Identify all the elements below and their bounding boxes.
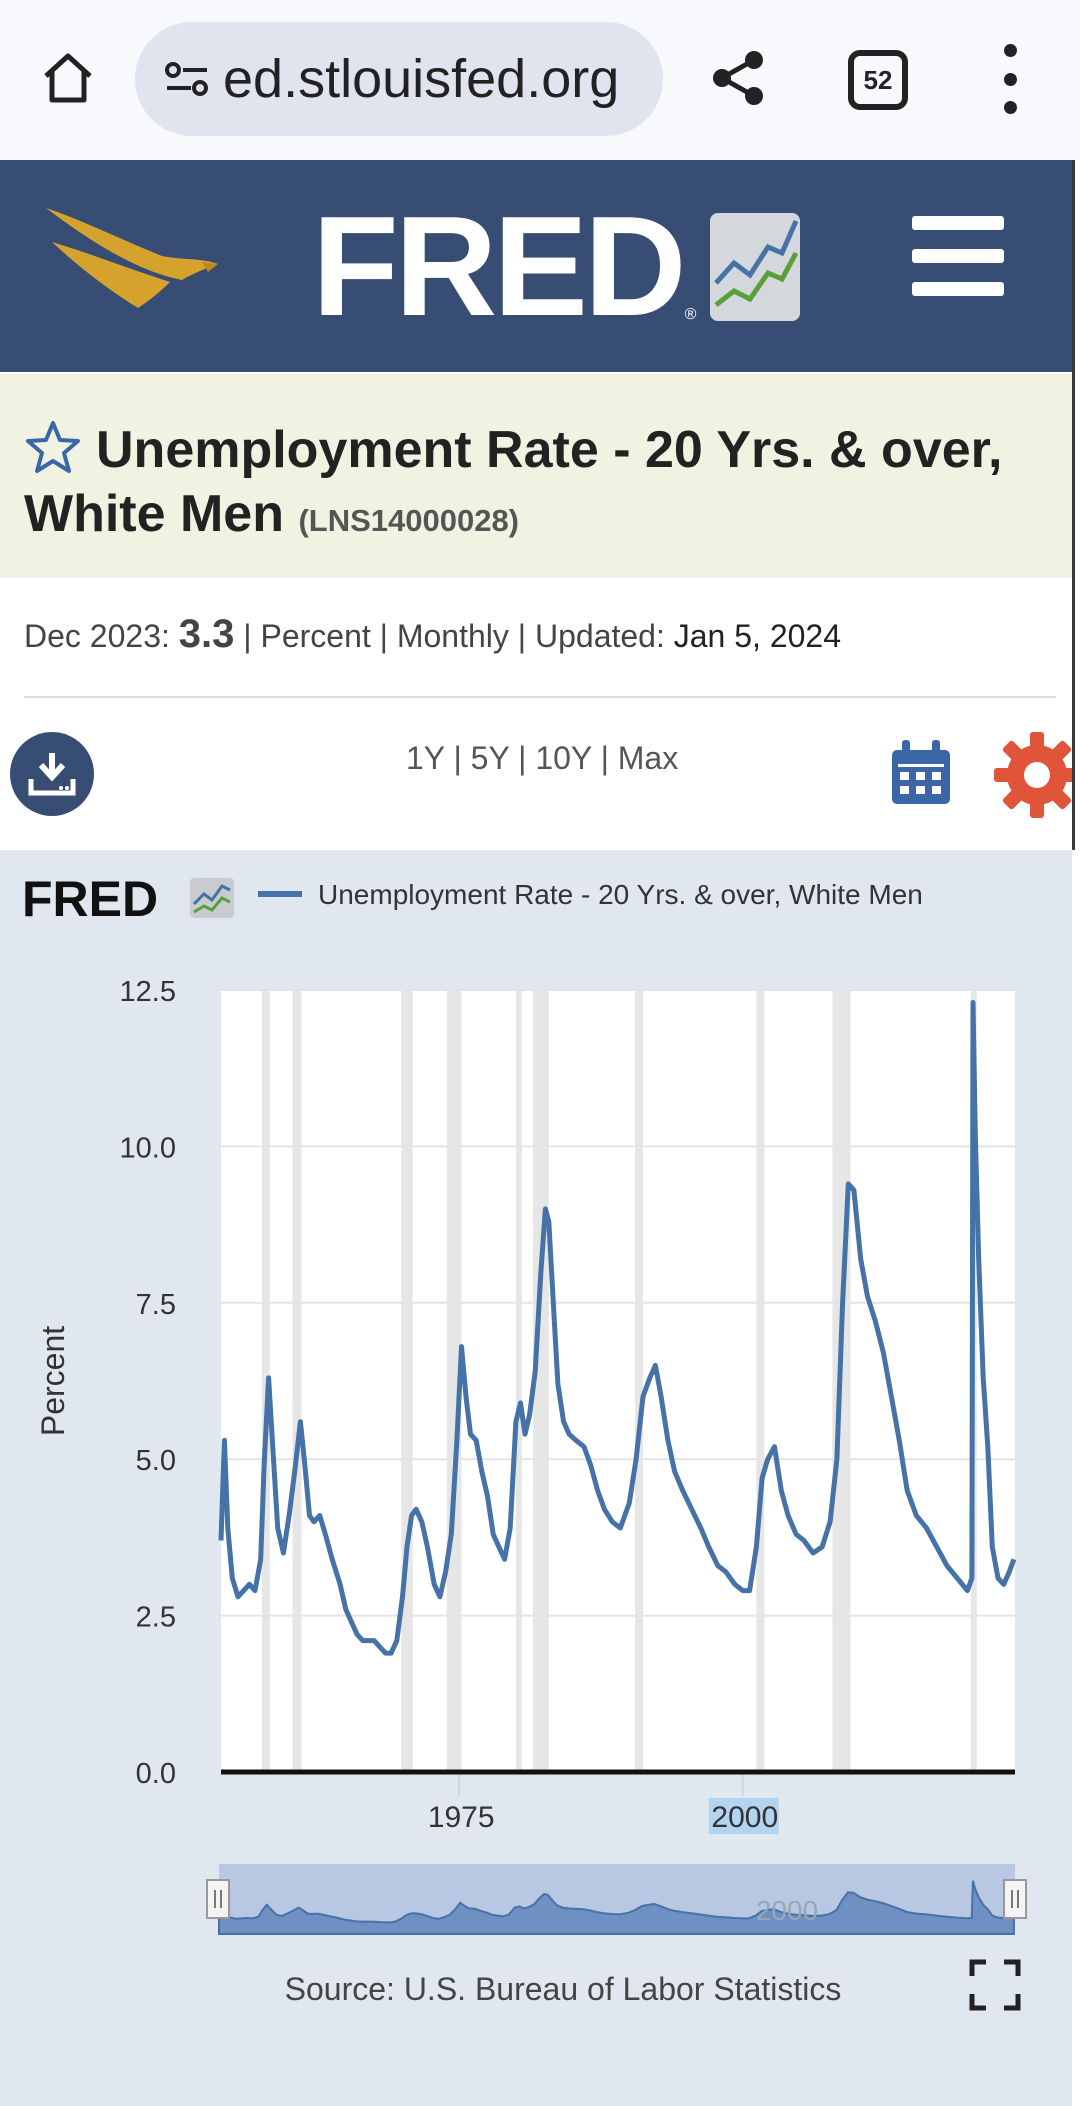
site-settings-button[interactable] — [157, 54, 217, 104]
y-tick-label: 2.5 — [136, 1602, 176, 1634]
share-button[interactable] — [700, 40, 776, 116]
range-max[interactable]: Max — [617, 740, 679, 776]
calendar-icon[interactable] — [890, 740, 952, 806]
site-header: FRED ® — [0, 160, 1074, 372]
recession-band — [515, 990, 522, 1772]
navigator-series — [218, 1880, 1015, 1935]
home-button[interactable] — [30, 40, 106, 116]
y-tick-label: 12.5 — [120, 976, 176, 1008]
browser-toolbar: ed.stlouisfed.org 52 — [0, 0, 1080, 160]
more-vert-icon — [1003, 44, 1017, 57]
chart-panel: FRED Unemployment Rate - 20 Yrs. & over,… — [0, 850, 1074, 2106]
download-icon — [28, 753, 76, 796]
recession-band — [532, 990, 549, 1772]
legend-fred-chart-icon — [190, 878, 234, 918]
tune-icon — [165, 62, 208, 96]
latest-value: 3.3 — [178, 612, 235, 656]
tab-switcher-button[interactable]: 52 — [848, 50, 908, 110]
recession-band — [756, 990, 765, 1772]
y-tick-label: 10.0 — [120, 1132, 176, 1164]
range-navigator[interactable]: 2000 — [206, 1864, 1027, 1935]
url-text[interactable]: ed.stlouisfed.org — [223, 49, 620, 109]
recession-band — [401, 990, 413, 1772]
recession-band — [292, 990, 302, 1772]
series-title-text: Unemployment Rate - 20 Yrs. & over, Whit… — [24, 421, 1003, 543]
latest-date: Dec 2023: — [24, 618, 170, 654]
updated-date: Jan 5, 2024 — [673, 618, 841, 654]
registered-mark: ® — [684, 306, 697, 323]
y-tick-label: 5.0 — [136, 1445, 176, 1477]
divider — [24, 696, 1056, 698]
plot-area — [221, 990, 1015, 1772]
address-bar[interactable]: ed.stlouisfed.org — [135, 22, 663, 136]
eagle-logo-icon[interactable] — [42, 200, 222, 320]
x-axis-ticks: 1975 2000 — [428, 1772, 779, 1834]
y-tick-label: 7.5 — [136, 1289, 176, 1321]
range-5y[interactable]: 5Y — [470, 740, 510, 776]
series-title-section: Unemployment Rate - 20 Yrs. & over, Whit… — [0, 374, 1074, 578]
series-title: Unemployment Rate - 20 Yrs. & over, Whit… — [24, 418, 1050, 553]
fred-chart-icon — [710, 213, 801, 321]
line-chart[interactable]: FRED Unemployment Rate - 20 Yrs. & over,… — [0, 850, 1074, 2106]
share-icon — [713, 51, 763, 105]
hamburger-menu-icon — [912, 216, 1004, 230]
recession-band — [446, 990, 462, 1772]
more-options-button[interactable] — [990, 44, 1030, 114]
y-axis-ticks: 0.0 2.5 5.0 7.5 10.0 12.5 — [120, 976, 176, 1790]
source-note: Source: U.S. Bureau of Labor Statistics — [285, 1971, 842, 2007]
fullscreen-icon[interactable] — [969, 1959, 1021, 2011]
legend-fred-logo: FRED — [22, 871, 158, 927]
gear-icon[interactable] — [994, 732, 1080, 818]
star-icon[interactable] — [24, 419, 82, 475]
series-line[interactable] — [218, 1000, 1017, 1656]
series-meta: Dec 2023: 3.3 | Percent | Monthly | Upda… — [24, 612, 841, 656]
fred-logo-text: FRED — [312, 187, 687, 346]
updated-label: Updated: — [534, 618, 665, 654]
recession-band — [261, 990, 270, 1772]
navigator-label: 2000 — [756, 1895, 818, 1926]
y-tick-label: 0.0 — [136, 1758, 176, 1790]
download-button[interactable] — [10, 732, 94, 816]
gridlines — [221, 989, 1015, 1617]
y-axis-label: Percent — [35, 1326, 71, 1436]
range-1y[interactable]: 1Y — [406, 740, 445, 776]
range-10y[interactable]: 10Y — [535, 740, 592, 776]
legend-series-label: Unemployment Rate - 20 Yrs. & over, Whit… — [318, 879, 923, 910]
navigator-right-handle[interactable] — [1003, 1879, 1027, 1919]
series-code: (LNS14000028) — [298, 503, 520, 538]
recession-band — [635, 990, 643, 1772]
units: Percent — [260, 618, 371, 654]
tab-count: 52 — [863, 64, 893, 95]
x-tick-label: 2000 — [711, 1801, 778, 1834]
scrollbar-edge — [1072, 160, 1080, 2106]
hamburger-menu-button[interactable] — [912, 216, 1004, 296]
home-icon — [44, 53, 92, 103]
date-range-links: 1Y | 5Y | 10Y | Max — [406, 740, 679, 776]
x-tick-highlight — [708, 1798, 779, 1834]
frequency: Monthly — [396, 618, 509, 654]
fred-logo[interactable]: FRED ® — [312, 196, 801, 338]
x-tick-label: 1975 — [428, 1801, 495, 1834]
navigator-left-handle[interactable] — [206, 1879, 230, 1919]
